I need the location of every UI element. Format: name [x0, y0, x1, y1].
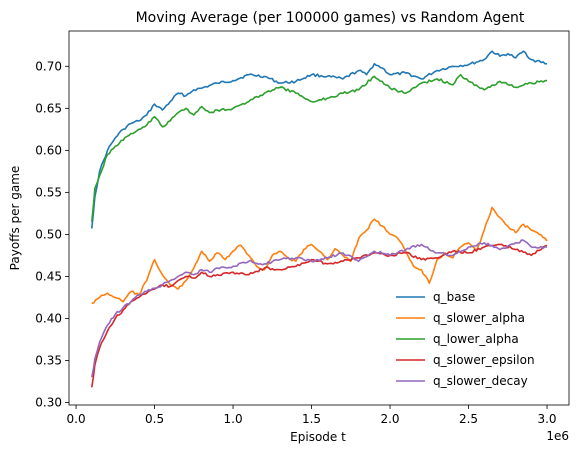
legend-label: q_lower_alpha — [433, 332, 519, 346]
x-axis-label: Episode t — [290, 430, 346, 444]
x-tick-label: 0.0 — [67, 412, 86, 426]
y-tick-label: 0.55 — [35, 185, 62, 199]
y-axis-ticks: 0.30 0.35 0.40 0.45 0.50 0.55 0.60 0.65 0.70 — [35, 59, 69, 409]
y-tick-label: 0.45 — [35, 269, 62, 283]
legend: q_base q_slower_alpha q_lower_alpha q_slowe… — [396, 290, 535, 388]
legend-label: q_slower_alpha — [433, 311, 525, 325]
x-tick-label: 0.5 — [145, 412, 164, 426]
legend-label: q_slower_epsilon — [433, 353, 535, 367]
x-axis-offset-label: 1e6 — [546, 429, 569, 443]
legend-label: q_slower_decay — [433, 374, 528, 388]
y-tick-label: 0.70 — [35, 59, 62, 73]
y-tick-label: 0.65 — [35, 101, 62, 115]
chart-title: Moving Average (per 100000 games) vs Ran… — [136, 10, 525, 26]
y-tick-label: 0.40 — [35, 311, 62, 325]
x-tick-label: 1.0 — [224, 412, 243, 426]
y-axis-label: Payoffs per game — [8, 166, 22, 271]
y-tick-label: 0.50 — [35, 227, 62, 241]
x-axis-ticks: 0.0 0.5 1.0 1.5 2.0 2.5 3.0 — [67, 405, 557, 426]
x-tick-label: 2.5 — [459, 412, 478, 426]
series-line-q_slower_decay — [90, 239, 548, 378]
x-tick-label: 1.5 — [302, 412, 321, 426]
y-tick-label: 0.60 — [35, 143, 62, 157]
y-tick-label: 0.30 — [35, 395, 62, 409]
series-lines — [90, 50, 548, 388]
series-line-q_lower_alpha — [90, 73, 548, 222]
legend-label: q_base — [433, 290, 475, 304]
plot-frame — [68, 30, 570, 406]
y-tick-label: 0.35 — [35, 353, 62, 367]
x-tick-label: 3.0 — [537, 412, 556, 426]
x-tick-label: 2.0 — [380, 412, 399, 426]
series-line-q_base — [90, 50, 548, 229]
series-line-q_slower_alpha — [91, 206, 548, 305]
